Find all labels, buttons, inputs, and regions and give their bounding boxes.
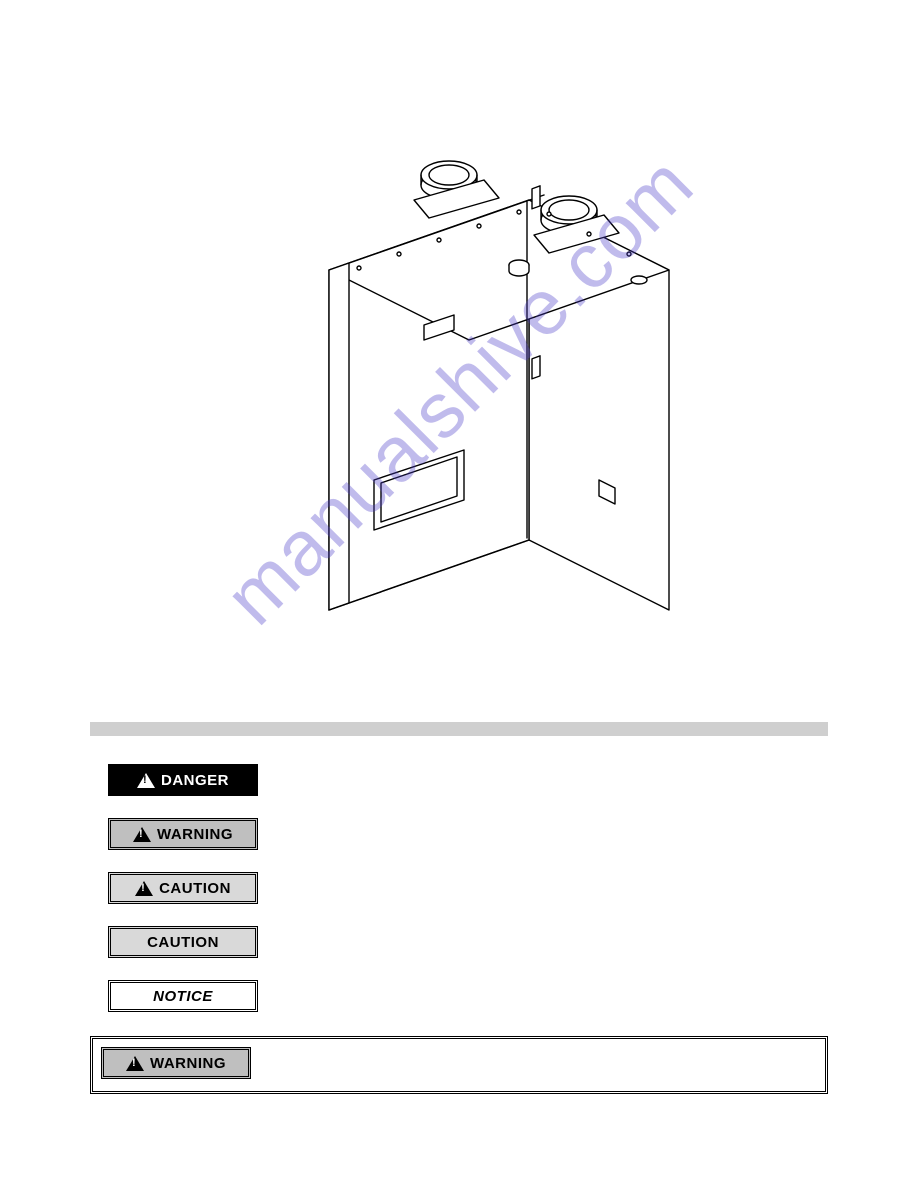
caution-triangle-label-text: CAUTION (159, 880, 231, 897)
alert-triangle-icon (137, 773, 155, 788)
figure-area: manualshive.com (90, 80, 828, 710)
hazard-labels-block: DANGER WARNING CAUTION CAUTION NOTICE (108, 764, 828, 1012)
warning-label-text: WARNING (157, 826, 233, 843)
notice-label-text: NOTICE (153, 988, 213, 1005)
warning-label: WARNING (108, 818, 258, 850)
page: manualshive.com DANGER WARNING CAUTION C… (0, 0, 918, 1188)
big-warning-text: WARNING (150, 1055, 226, 1072)
alert-triangle-icon (133, 827, 151, 842)
caution-label: CAUTION (108, 926, 258, 958)
boiler-illustration (199, 80, 719, 680)
caution-label-text: CAUTION (147, 934, 219, 951)
full-width-warning-box: WARNING (90, 1036, 828, 1094)
section-divider-bar (90, 722, 828, 736)
danger-label-text: DANGER (161, 772, 229, 789)
caution-triangle-label: CAUTION (108, 872, 258, 904)
alert-triangle-icon (135, 881, 153, 896)
danger-label: DANGER (108, 764, 258, 796)
big-warning-inner-label: WARNING (101, 1047, 251, 1079)
alert-triangle-icon (126, 1056, 144, 1071)
notice-label: NOTICE (108, 980, 258, 1012)
